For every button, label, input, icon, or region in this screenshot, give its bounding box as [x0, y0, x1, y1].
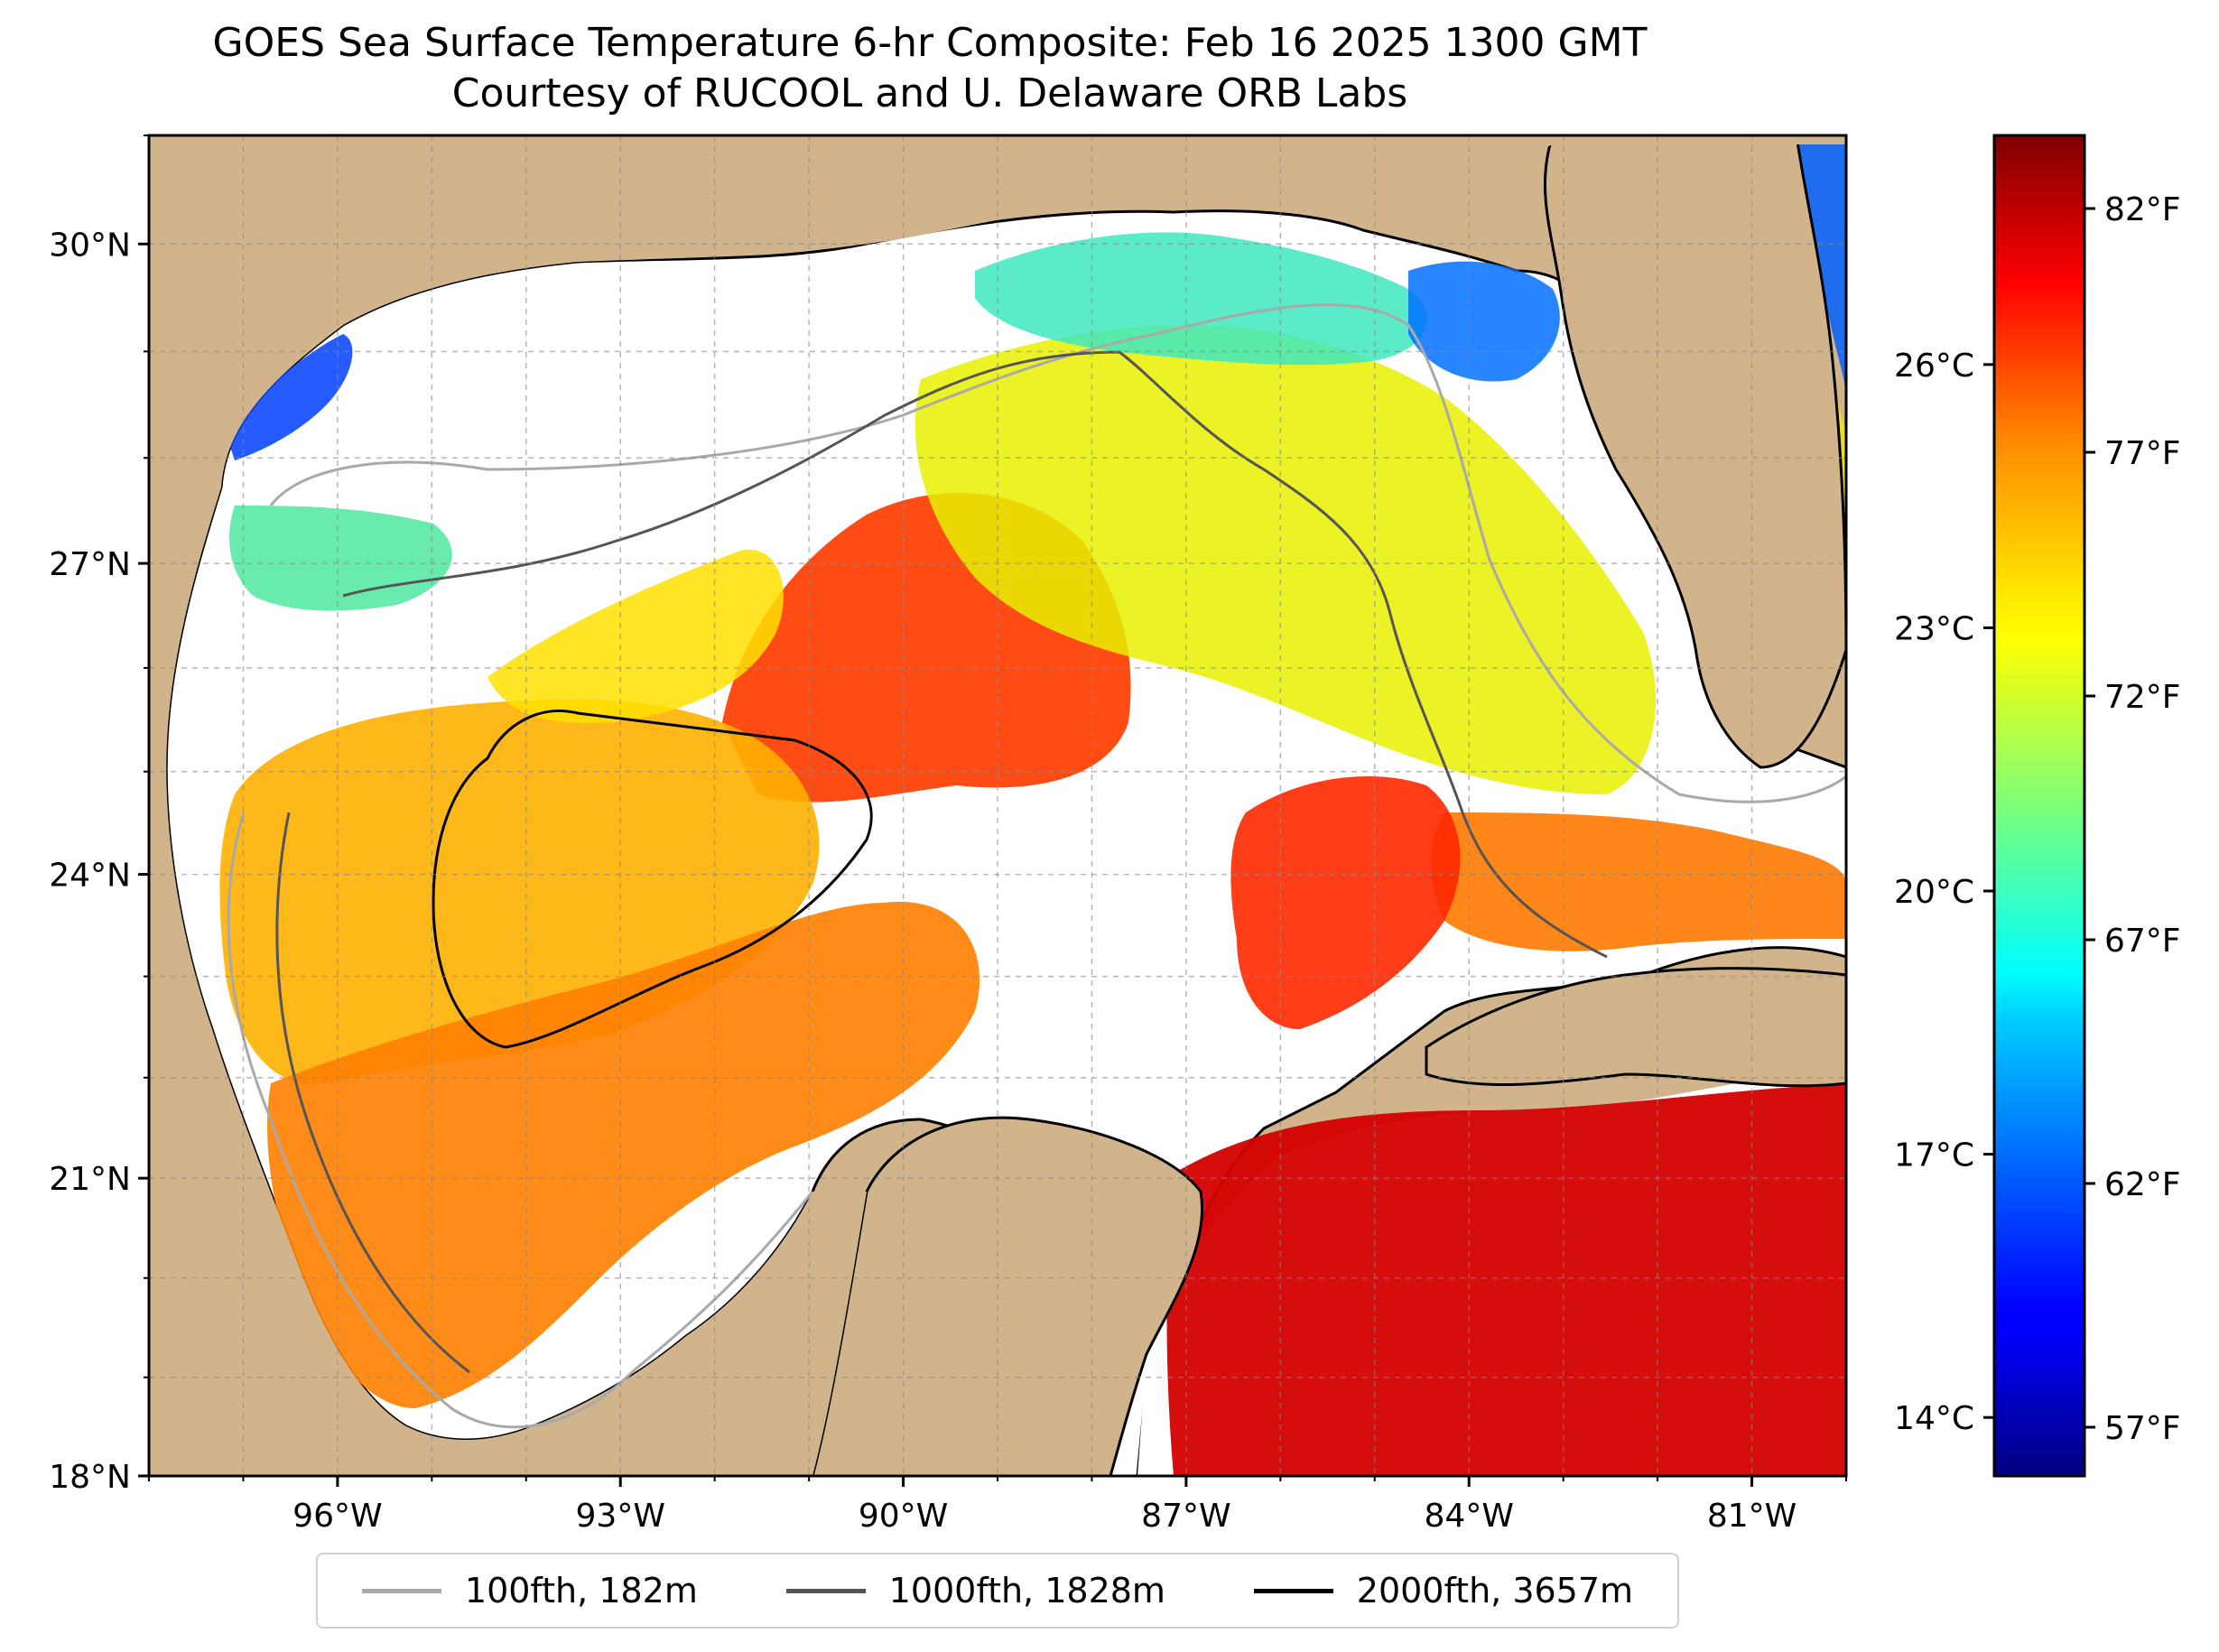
colorbar-f-label: 67°F [2104, 923, 2181, 960]
mexico-west-coast [149, 487, 867, 1476]
florida-peninsula [1543, 135, 1846, 769]
sst-caribbean-red [1166, 1083, 1846, 1476]
lon-tick-label: 87°W [1141, 1498, 1230, 1535]
lat-tick-label: 30°N [49, 227, 131, 264]
lon-tick-label: 96°W [292, 1498, 382, 1535]
legend-label-100fth: 100fth, 182m [464, 1571, 698, 1610]
legend-item-1000fth: 1000fth, 1828m [785, 1571, 1165, 1610]
contour-2000fth [432, 709, 873, 1049]
lon-tick-label: 90°W [859, 1498, 948, 1535]
lat-tick-label: 21°N [49, 1161, 131, 1198]
map-gridlines [149, 135, 1846, 1476]
lat-tick-label: 27°N [49, 546, 131, 583]
legend-line-100fth [361, 1588, 441, 1593]
legend-label-1000fth: 1000fth, 1828m [888, 1571, 1165, 1610]
contour-1000fth [275, 350, 1608, 1374]
lat-tick-label: 18°N [49, 1459, 131, 1496]
sst-blue-bigbend [1408, 261, 1560, 382]
lon-tick-label: 93°W [576, 1498, 665, 1535]
colorbar-ticks: 57°F 62°F 67°F 72°F 77°F 82°F 14°C 17°C 20°C 23°C… [1894, 191, 2180, 1447]
latitude-axis: 30°N 27°N 24°N 21°N 18°N [49, 135, 149, 1496]
colorbar-f-label: 72°F [2104, 679, 2181, 716]
sst-yellow-band [487, 549, 784, 723]
depth-legend: 100fth, 182m 1000fth, 1828m 2000fth, 365… [316, 1553, 1679, 1629]
cuba [1425, 967, 1846, 1088]
map-title: GOES Sea Surface Temperature 6-hr Compos… [212, 20, 1648, 66]
sst-orange-south [267, 901, 980, 1408]
lon-tick-label: 84°W [1425, 1498, 1514, 1535]
lat-tick-label: 24°N [49, 858, 131, 895]
sst-florida-atlantic [1715, 135, 1846, 397]
colorbar-c-label: 17°C [1894, 1137, 1974, 1174]
legend-line-1000fth [785, 1588, 866, 1593]
sst-green-texas [229, 506, 452, 611]
us-gulf-coast [149, 135, 1846, 487]
legend-item-2000fth: 2000fth, 3657m [1253, 1571, 1634, 1610]
sst-east-yellow [915, 325, 1657, 794]
sst-red-east [1230, 776, 1461, 1029]
colorbar-f-label: 82°F [2104, 191, 2181, 228]
lon-tick-label: 81°W [1707, 1498, 1797, 1535]
legend-line-2000fth [1253, 1588, 1333, 1593]
colorbar-f-label: 57°F [2104, 1410, 2181, 1447]
colorbar-c-label: 23°C [1894, 610, 1974, 647]
map-subtitle: Courtesy of RUCOOL and U. Delaware ORB L… [451, 70, 1408, 116]
contour-100fth [227, 303, 1846, 1429]
colorbar-f-label: 77°F [2104, 435, 2181, 472]
longitude-axis: 96°W 93°W 90°W 87°W 84°W 81°W [148, 1476, 1847, 1535]
colorbar-c-label: 14°C [1894, 1400, 1974, 1437]
colorbar-f-label: 62°F [2104, 1166, 2181, 1203]
colorbar-c-label: 26°C [1894, 348, 1974, 385]
legend-label-2000fth: 2000fth, 3657m [1356, 1571, 1634, 1610]
sst-cyan-north [975, 232, 1427, 366]
sst-blue-texas [226, 334, 353, 460]
sst-orange-florida-straits [1431, 812, 1846, 951]
colorbar [1992, 134, 2086, 1478]
colorbar-c-label: 20°C [1894, 874, 1974, 911]
legend-item-100fth: 100fth, 182m [361, 1571, 698, 1610]
